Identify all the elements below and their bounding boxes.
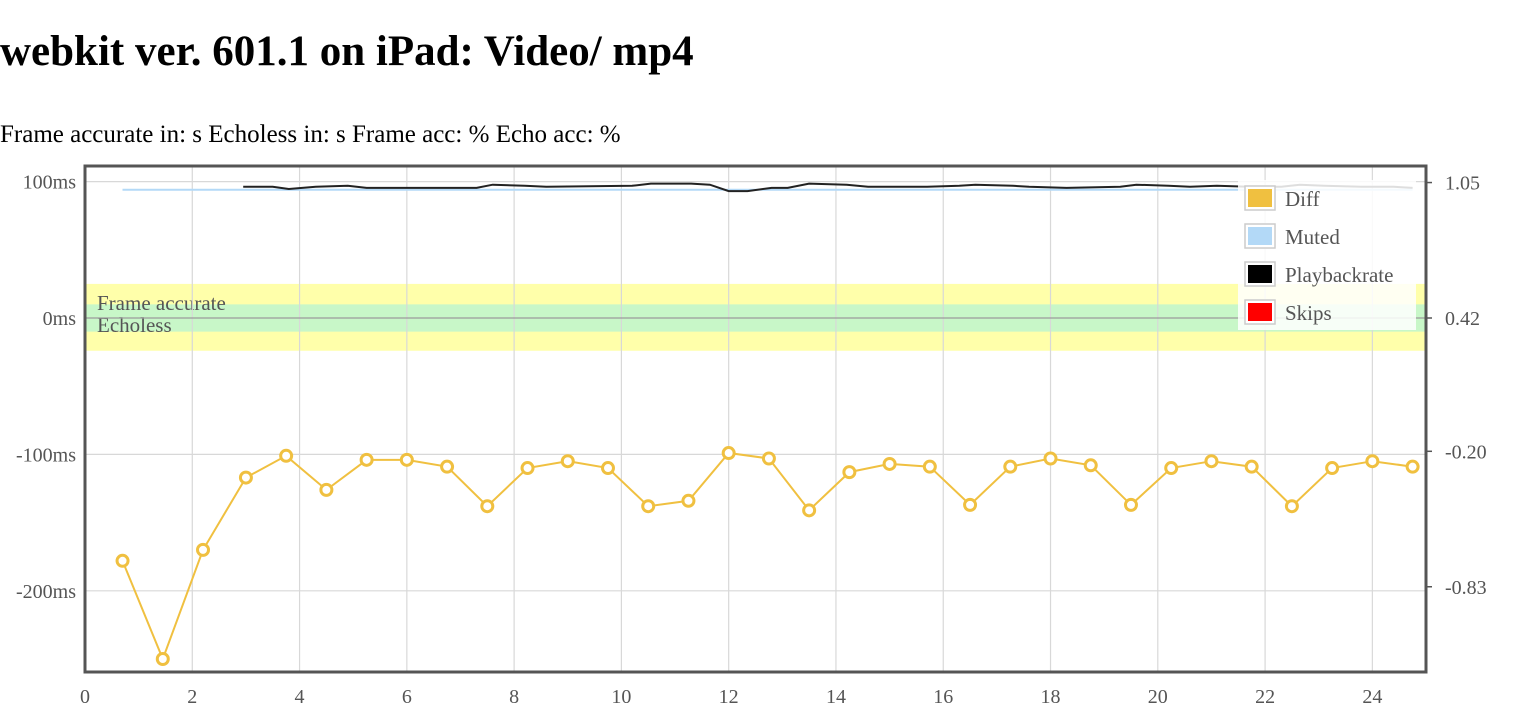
diff-point — [922, 459, 937, 474]
echoless-stat: Echoless in: s — [208, 121, 346, 148]
diff-point — [279, 448, 294, 463]
y-right-tick-label: -0.83 — [1445, 577, 1487, 599]
y-left-tick-label: -200ms — [16, 581, 76, 603]
echo-acc-stat: Echo acc: % — [495, 121, 621, 148]
diff-point — [1043, 451, 1058, 466]
frame-accurate-stat: Frame accurate in: s — [0, 121, 202, 148]
diff-point — [1284, 499, 1299, 514]
diff-point — [842, 465, 857, 480]
x-tick-label: 4 — [295, 686, 305, 708]
x-tick-label: 2 — [187, 686, 197, 708]
band-label-echoless: Echoless — [97, 313, 172, 337]
diff-point — [802, 503, 817, 518]
grid — [85, 166, 1426, 672]
diff-point — [1244, 459, 1259, 474]
legend-swatch-diff[interactable] — [1248, 189, 1272, 207]
y-left-tick-label: -100ms — [16, 444, 76, 466]
diff-point — [560, 454, 575, 469]
diff-point — [963, 497, 978, 512]
x-tick-label: 12 — [719, 686, 739, 708]
x-tick-label: 18 — [1041, 686, 1061, 708]
diff-point — [681, 493, 696, 508]
y-right-tick-label: -0.20 — [1445, 441, 1487, 463]
diff-point — [600, 461, 615, 476]
diff-point — [115, 553, 130, 568]
diff-point — [196, 542, 211, 557]
diff-point — [1365, 454, 1380, 469]
y-left-tick-label: 100ms — [23, 172, 77, 194]
x-tick-label: 8 — [509, 686, 519, 708]
stats-line: Frame accurate in: s Echoless in: s Fram… — [0, 118, 621, 152]
legend-swatch-muted[interactable] — [1248, 227, 1272, 245]
diff-point — [1325, 461, 1340, 476]
series — [115, 182, 1420, 666]
x-tick-label: 0 — [80, 686, 90, 708]
diff-point — [359, 452, 374, 467]
x-tick-label: 6 — [402, 686, 412, 708]
x-tick-label: 24 — [1362, 686, 1382, 708]
legend-label-diff[interactable]: Diff — [1285, 187, 1320, 211]
diff-point — [1003, 459, 1018, 474]
diff-point — [1123, 497, 1138, 512]
x-tick-label: 16 — [933, 686, 953, 708]
page-title: webkit ver. 601.1 on iPad: Video/ mp4 — [0, 28, 694, 75]
legend: Diff Muted Playbackrate Skips — [1238, 180, 1416, 330]
diff-point — [721, 446, 736, 461]
y-right-tick-label: 1.05 — [1445, 173, 1480, 195]
diff-point — [1204, 454, 1219, 469]
playbackrate-line — [243, 182, 1413, 193]
x-tick-label: 22 — [1255, 686, 1275, 708]
diff-point — [440, 459, 455, 474]
diff-line — [121, 451, 1413, 662]
plot-frame — [83, 164, 1428, 674]
diff-point — [480, 499, 495, 514]
diff-point — [155, 652, 170, 666]
band-label-frame-accurate: Frame accurate — [97, 291, 226, 315]
diff-point — [1083, 458, 1098, 473]
frame-acc-stat: Frame acc: % — [352, 121, 490, 148]
diff-point — [641, 499, 656, 514]
legend-label-skips[interactable]: Skips — [1285, 301, 1332, 325]
y-right-tick-label: 0.42 — [1445, 308, 1480, 330]
diff-point — [882, 456, 897, 471]
legend-swatch-skips[interactable] — [1248, 303, 1272, 321]
diff-point — [761, 451, 776, 466]
legend-label-playbackrate[interactable]: Playbackrate — [1285, 263, 1393, 287]
x-tick-label: 14 — [826, 686, 846, 708]
x-tick-label: 20 — [1148, 686, 1168, 708]
y-left-tick-label: 0ms — [43, 308, 77, 330]
diff-point — [399, 452, 414, 467]
diff-point — [1164, 461, 1179, 476]
diff-point — [1405, 459, 1420, 474]
axes: 0 2 4 6 8 10 12 14 16 18 20 22 24100ms0ms-100ms-200m… — [16, 172, 1487, 708]
diff-point — [238, 470, 253, 485]
diff-point — [520, 461, 535, 476]
diff-point — [319, 482, 334, 497]
legend-label-muted[interactable]: Muted — [1285, 225, 1340, 249]
x-tick-label: 10 — [611, 686, 631, 708]
legend-swatch-playbackrate[interactable] — [1248, 265, 1272, 283]
